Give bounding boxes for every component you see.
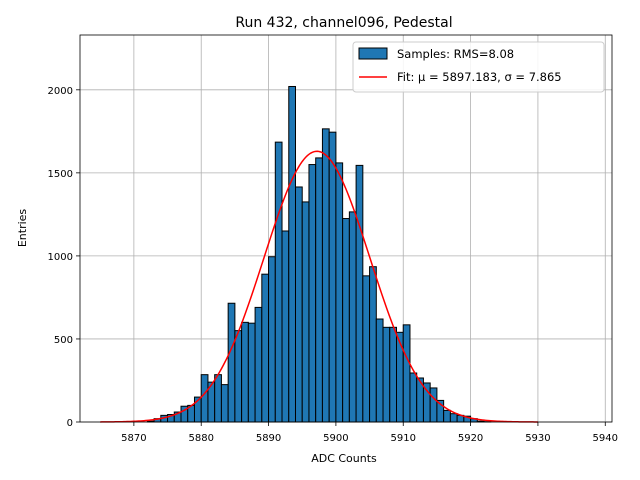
histogram-bar xyxy=(429,387,438,423)
histogram-bar xyxy=(422,382,431,423)
axes-frame xyxy=(79,34,613,423)
histogram-bar xyxy=(362,275,371,423)
axis-ticks: 5870 5880 5890 5900 5910 5920 5930 5940 0 500 1000… xyxy=(48,86,618,444)
histogram-bar xyxy=(321,128,330,423)
chart-title: Run 432, channel096, Pedestal xyxy=(235,15,452,31)
histogram-bar xyxy=(220,384,229,423)
histogram-bar xyxy=(409,372,418,423)
histogram-bar xyxy=(402,324,411,423)
histogram-bar xyxy=(335,162,344,423)
histogram-bar xyxy=(315,157,323,423)
x-axis-label: ADC Counts xyxy=(311,452,377,465)
legend: Samples: RMS=8.08 Fit: μ = 5897.183, σ =… xyxy=(352,41,605,93)
histogram-bars xyxy=(146,85,492,423)
histogram-bar xyxy=(294,186,303,423)
y-tick-label: 1500 xyxy=(48,169,73,180)
histogram-bar xyxy=(200,374,209,423)
x-tick-label: 5940 xyxy=(593,433,618,444)
x-tick-label: 5930 xyxy=(525,433,550,444)
histogram-bar xyxy=(288,85,296,423)
histogram-bar xyxy=(382,326,391,423)
histogram-bar xyxy=(348,211,357,423)
x-tick-label: 5870 xyxy=(121,433,146,444)
y-tick-label: 2000 xyxy=(48,86,73,97)
x-tick-label: 5890 xyxy=(256,433,281,444)
histogram-bar xyxy=(342,218,350,423)
gaussian-fit-curve xyxy=(100,150,538,423)
histogram-bar xyxy=(241,321,249,423)
legend-samples-label: Samples: RMS=8.08 xyxy=(397,47,514,61)
histogram-bar xyxy=(281,230,290,423)
histogram-bar xyxy=(268,256,276,423)
y-tick-label: 1000 xyxy=(48,252,73,263)
histogram-bar xyxy=(254,306,263,423)
histogram-bar xyxy=(369,266,377,423)
histogram-bar xyxy=(274,141,283,423)
x-tick-label: 5880 xyxy=(188,433,213,444)
histogram-bar xyxy=(389,326,398,423)
x-tick-label: 5910 xyxy=(391,433,416,444)
histogram-bar xyxy=(328,131,337,423)
y-tick-label: 0 xyxy=(67,418,73,429)
histogram-bar xyxy=(261,273,270,423)
histogram-bar xyxy=(247,322,256,423)
legend-box xyxy=(352,41,605,93)
histogram-bar xyxy=(443,409,451,423)
histogram-bar xyxy=(375,318,384,423)
histogram-bar xyxy=(301,201,310,423)
y-tick-label: 500 xyxy=(54,335,73,346)
legend-fit-label: Fit: μ = 5897.183, σ = 7.865 xyxy=(397,70,562,84)
legend-samples-swatch xyxy=(358,47,388,60)
histogram-bar xyxy=(227,302,236,423)
histogram-bar xyxy=(355,164,364,423)
histogram-bar xyxy=(396,331,404,423)
x-tick-label: 5900 xyxy=(323,433,348,444)
histogram-bar xyxy=(214,374,222,423)
y-axis-label: Entries xyxy=(16,209,29,248)
histogram-bar xyxy=(234,330,243,423)
x-tick-label: 5920 xyxy=(458,433,483,444)
histogram-bar xyxy=(449,413,458,423)
histogram-bar xyxy=(308,164,317,423)
